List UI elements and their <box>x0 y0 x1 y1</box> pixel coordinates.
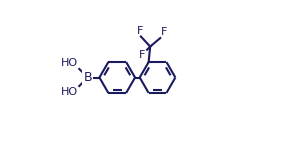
Text: F: F <box>161 27 167 37</box>
Text: F: F <box>138 50 145 60</box>
Text: B: B <box>83 71 92 84</box>
Text: F: F <box>137 26 143 36</box>
Text: HO: HO <box>61 87 78 97</box>
Text: HO: HO <box>61 58 78 68</box>
